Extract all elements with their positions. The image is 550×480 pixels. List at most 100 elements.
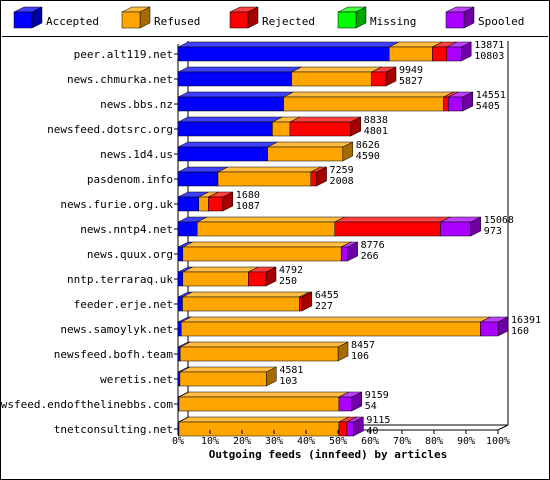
bar-row [177, 341, 349, 362]
category-label: news.samoylyk.net [60, 323, 173, 336]
offered-count-label: 13871 [474, 40, 504, 51]
category-label: news.quux.org [87, 248, 173, 261]
bar-row [177, 216, 482, 237]
legend-label: Missing [370, 15, 416, 28]
bar-segment-rejected [371, 66, 397, 87]
bar-row [177, 166, 327, 187]
x-axis-title: Outgoing feeds (innfeed) by articles [209, 448, 447, 461]
bar-segment-spooled [446, 41, 472, 62]
x-tick-label: 80% [425, 436, 443, 447]
offered-count-label: 8457 [351, 340, 375, 351]
legend-swatch [229, 6, 259, 29]
bar-segment-refused [291, 66, 382, 87]
category-label: nntp.terraraq.uk [67, 273, 173, 286]
accepted-count-label: 266 [361, 251, 379, 262]
legend-swatch-box [445, 6, 475, 29]
offered-count-label: 14551 [476, 90, 506, 101]
bar-row [177, 41, 472, 62]
accepted-count-label: 973 [484, 226, 502, 237]
offered-count-label: 9115 [366, 415, 390, 426]
accepted-count-label: 4801 [364, 126, 388, 137]
category-label: news.nntp4.net [80, 223, 173, 236]
accepted-count-label: 1087 [236, 201, 260, 212]
bar-row [177, 141, 354, 162]
bar-segment-refused [283, 91, 454, 112]
category-label: newsfeed.endofthelinebbs.com [1, 398, 173, 411]
x-tick-label: 60% [361, 436, 379, 447]
offered-count-label: 15068 [484, 215, 514, 226]
category-label: newsfeed.dotsrc.org [47, 123, 173, 136]
bar-row [177, 241, 358, 262]
accepted-count-label: 227 [315, 301, 333, 312]
legend-item-missing: Missing [337, 6, 416, 29]
offered-count-label: 9159 [365, 390, 389, 401]
category-label: pasdenom.info [87, 173, 173, 186]
bar-segment-rejected [208, 191, 234, 212]
category-label: weretis.net [100, 373, 173, 386]
bar-segment-refused [178, 391, 350, 412]
offered-count-label: 8626 [356, 140, 380, 151]
bar-segment-rejected [248, 266, 277, 287]
category-label: news.bbs.nz [100, 98, 173, 111]
accepted-count-label: 103 [279, 376, 297, 387]
category-label: feeder.erje.net [74, 298, 173, 311]
bar-segment-rejected [310, 166, 327, 187]
x-tick-label: 90% [457, 436, 475, 447]
legend-swatch [445, 6, 475, 29]
bar-segment-spooled [440, 216, 482, 237]
bar-segment-refused [217, 166, 322, 187]
bar-segment-rejected [289, 116, 362, 137]
accepted-count-label: 4590 [356, 151, 380, 162]
legend-swatch-box [121, 6, 151, 29]
accepted-count-label: 40 [366, 426, 378, 437]
bar-row [177, 91, 474, 112]
legend-item-spooled: Spooled [445, 6, 524, 29]
category-label: newsfeed.bofh.team [54, 348, 174, 361]
accepted-count-label: 10803 [474, 51, 504, 62]
offered-count-label: 6455 [315, 290, 339, 301]
legend-swatch [13, 6, 43, 29]
bar-segment-accepted [177, 116, 283, 137]
x-tick-label: 20% [233, 436, 251, 447]
x-tick-label: 0% [172, 436, 184, 447]
legend-label: Refused [154, 15, 200, 28]
offered-count-label: 4581 [279, 365, 303, 376]
offered-count-label: 1680 [236, 190, 260, 201]
bar-segment-refused [178, 416, 350, 437]
bar-row [177, 66, 397, 87]
bar-segment-refused [179, 341, 349, 362]
x-tick-label: 10% [201, 436, 219, 447]
x-tick-label: 40% [297, 436, 315, 447]
x-tick-label: 50% [329, 436, 347, 447]
legend-label: Rejected [262, 15, 315, 28]
bar-segment-refused [182, 291, 310, 312]
bar-segment-rejected [299, 291, 313, 312]
chart-legend: Accepted Refused Rejected Missing Spooled [2, 2, 548, 37]
bar-segment-accepted [177, 141, 278, 162]
legend-item-rejected: Rejected [229, 6, 315, 29]
legend-swatch-box [13, 6, 43, 29]
legend-label: Spooled [478, 15, 524, 28]
category-label: peer.alt119.net [74, 48, 173, 61]
bar-segment-spooled [346, 416, 364, 437]
bar-segment-spooled [340, 241, 358, 262]
offered-count-label: 16391 [511, 315, 541, 326]
legend-swatch-box [229, 6, 259, 29]
bar-segment-refused [179, 366, 277, 387]
bar-segment-refused [180, 316, 491, 337]
accepted-count-label: 5827 [399, 76, 423, 87]
legend-swatch-box [337, 6, 367, 29]
x-tick-label: 70% [393, 436, 411, 447]
bar-segment-spooled [480, 316, 509, 337]
accepted-count-label: 160 [511, 326, 529, 337]
x-tick-label: 100% [486, 436, 510, 447]
accepted-count-label: 54 [365, 401, 377, 412]
x-tick-label: 30% [265, 436, 283, 447]
bar-segment-rejected [334, 216, 451, 237]
bar-segment-refused [267, 141, 354, 162]
legend-svg: Accepted Refused Rejected Missing Spooled [13, 6, 524, 29]
legend-swatch [337, 6, 367, 29]
bar-row [177, 291, 313, 312]
